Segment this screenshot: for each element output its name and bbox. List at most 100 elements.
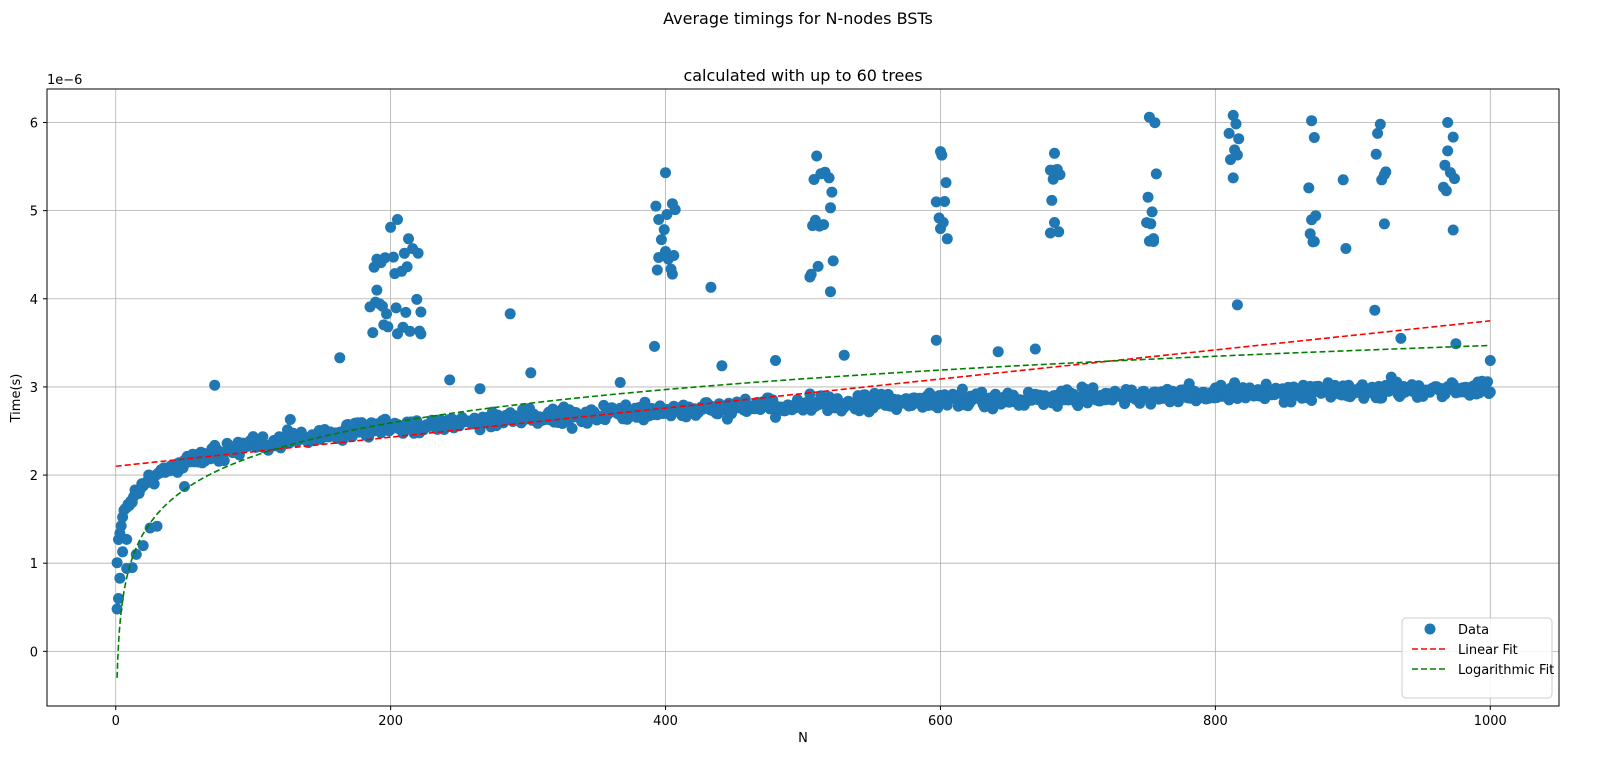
data-point bbox=[1230, 118, 1242, 130]
data-point bbox=[935, 146, 946, 158]
data-point bbox=[179, 481, 190, 492]
data-point bbox=[1142, 191, 1154, 203]
data-point bbox=[804, 388, 816, 400]
data-point bbox=[666, 268, 678, 280]
data-point bbox=[1231, 149, 1243, 161]
data-point bbox=[655, 234, 667, 246]
data-point bbox=[381, 308, 392, 320]
legend-log-label: Logarithmic Fit bbox=[1458, 663, 1554, 678]
x-tick-label: 600 bbox=[928, 714, 953, 729]
data-point bbox=[811, 150, 823, 162]
data-point bbox=[525, 367, 537, 379]
data-point bbox=[115, 520, 127, 532]
x-tick-label: 0 bbox=[112, 714, 120, 729]
x-tick-label: 400 bbox=[653, 714, 678, 729]
data-point bbox=[805, 268, 817, 280]
data-point bbox=[415, 328, 427, 340]
legend-data-marker bbox=[1424, 623, 1436, 635]
data-point bbox=[444, 374, 456, 386]
data-point bbox=[1303, 182, 1315, 194]
data-point bbox=[121, 533, 133, 545]
data-point bbox=[668, 250, 680, 261]
fit-lines bbox=[115, 320, 1491, 678]
data-point bbox=[1310, 210, 1322, 222]
data-point bbox=[111, 557, 123, 569]
data-point bbox=[334, 352, 346, 364]
legend-box bbox=[1401, 617, 1553, 699]
data-point bbox=[257, 431, 269, 443]
data-point bbox=[661, 209, 673, 220]
data-point bbox=[1380, 166, 1392, 178]
data-point bbox=[1227, 109, 1239, 121]
data-point bbox=[387, 251, 399, 263]
data-point bbox=[1447, 224, 1459, 236]
data-point bbox=[930, 334, 942, 346]
y-tick-label: 6 bbox=[30, 116, 38, 131]
data-point bbox=[111, 603, 123, 615]
data-point bbox=[566, 422, 578, 434]
data-point bbox=[113, 593, 124, 604]
data-point bbox=[770, 355, 781, 366]
data-point bbox=[1450, 338, 1462, 350]
y-tick-label: 0 bbox=[30, 645, 38, 660]
data-point bbox=[812, 260, 824, 272]
data-point bbox=[1285, 396, 1297, 408]
data-point bbox=[1044, 227, 1056, 239]
data-point bbox=[218, 455, 230, 467]
data-point bbox=[284, 414, 296, 425]
data-point bbox=[1054, 169, 1066, 181]
data-point bbox=[137, 540, 149, 552]
data-point bbox=[1233, 133, 1245, 145]
chart-suptitle: Average timings for N-nodes BSTs bbox=[663, 9, 933, 28]
data-point bbox=[233, 449, 245, 461]
data-point bbox=[825, 202, 836, 214]
data-point bbox=[1440, 185, 1452, 197]
data-point bbox=[379, 252, 391, 264]
y-tick-label: 4 bbox=[30, 293, 38, 308]
data-point bbox=[976, 386, 988, 398]
y-tick-label: 3 bbox=[30, 381, 38, 396]
data-point bbox=[382, 321, 394, 333]
legend-linear-label: Linear Fit bbox=[1458, 643, 1518, 658]
data-point bbox=[474, 383, 486, 395]
data-point bbox=[1369, 304, 1381, 316]
data-point bbox=[411, 293, 423, 305]
data-point bbox=[1029, 343, 1041, 355]
data-point bbox=[415, 306, 427, 318]
data-point bbox=[827, 255, 839, 267]
data-point bbox=[126, 562, 138, 574]
data-point bbox=[1053, 226, 1065, 238]
data-point bbox=[371, 284, 383, 296]
data-point bbox=[823, 172, 835, 184]
plot-frame bbox=[46, 88, 1560, 707]
data-point bbox=[412, 247, 424, 259]
data-point bbox=[1340, 243, 1352, 254]
data-point bbox=[660, 167, 671, 179]
data-point bbox=[651, 264, 663, 276]
data-point bbox=[403, 233, 414, 245]
data-point bbox=[614, 377, 626, 388]
data-point bbox=[1484, 355, 1496, 366]
data-point bbox=[937, 217, 949, 228]
data-point bbox=[401, 261, 413, 273]
data-point bbox=[1374, 118, 1386, 130]
data-point bbox=[1482, 376, 1493, 388]
data-point bbox=[1378, 218, 1390, 230]
data-point bbox=[1150, 168, 1162, 180]
data-point bbox=[504, 308, 516, 320]
data-point bbox=[620, 399, 632, 411]
y-offset-label: 1e−6 bbox=[47, 73, 82, 88]
data-point bbox=[941, 233, 953, 245]
data-point bbox=[581, 417, 593, 429]
data-point bbox=[1046, 194, 1058, 206]
data-point bbox=[1223, 127, 1235, 139]
data-point bbox=[956, 383, 968, 395]
data-point bbox=[1442, 145, 1454, 157]
data-point bbox=[1337, 174, 1349, 186]
x-tick-label: 800 bbox=[1203, 714, 1228, 729]
data-point bbox=[716, 360, 728, 372]
data-point bbox=[1227, 172, 1239, 184]
data-point bbox=[669, 204, 681, 216]
data-point bbox=[1308, 236, 1320, 247]
